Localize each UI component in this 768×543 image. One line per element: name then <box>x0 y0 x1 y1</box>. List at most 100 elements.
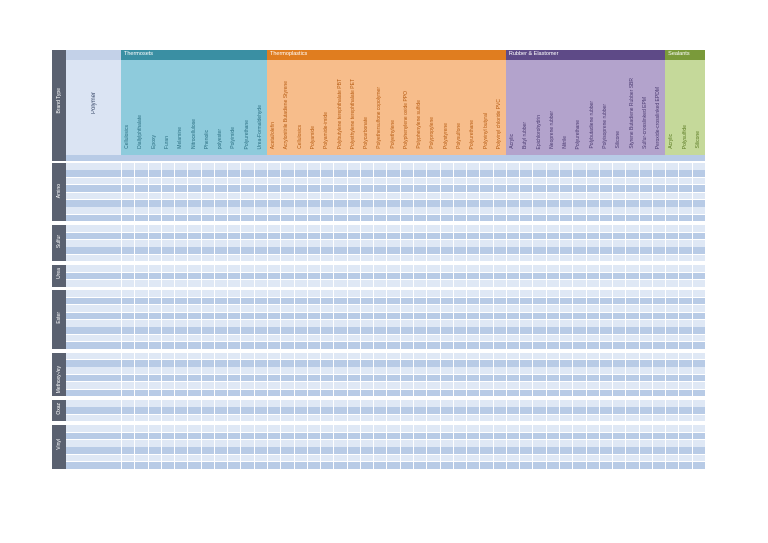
cell-divider <box>572 305 574 312</box>
cell-divider <box>691 305 693 312</box>
cell-divider <box>572 214 574 222</box>
cell-divider <box>479 447 481 454</box>
cell-divider <box>121 240 122 247</box>
cell-divider <box>147 400 149 407</box>
cell-divider <box>625 297 627 305</box>
cell-divider <box>267 200 268 207</box>
cell-divider <box>452 374 454 382</box>
cell-divider <box>598 327 600 334</box>
cell-divider <box>280 240 282 247</box>
cell-divider <box>452 414 454 422</box>
cell-divider <box>492 177 494 185</box>
cell-divider <box>612 290 614 297</box>
cell-divider <box>426 280 428 287</box>
cell-divider <box>479 225 481 232</box>
cell-divider <box>665 312 667 320</box>
group-body-3 <box>665 60 705 155</box>
cell-divider <box>200 334 202 342</box>
cell-divider <box>598 225 600 232</box>
cell-divider <box>466 163 468 170</box>
cell-divider <box>492 334 494 342</box>
cell-divider <box>293 170 295 177</box>
cell-divider <box>678 414 680 422</box>
cell-divider <box>519 163 521 170</box>
cell-divider <box>200 225 202 232</box>
cell-divider <box>479 342 481 349</box>
cell-divider <box>121 462 122 469</box>
cell-divider <box>572 334 574 342</box>
cell-divider <box>174 360 176 367</box>
cell-divider <box>598 320 600 327</box>
cell-divider <box>612 247 614 254</box>
column-label: Polyisoprene rubber <box>601 104 608 149</box>
cell-divider <box>612 305 614 312</box>
cell-divider <box>585 400 587 407</box>
cell-divider <box>240 207 242 214</box>
cell-divider <box>373 200 375 207</box>
cell-divider <box>386 297 388 305</box>
cell-divider <box>439 352 441 360</box>
cell-divider <box>187 334 189 342</box>
cell-divider <box>598 170 600 177</box>
cell-divider <box>373 207 375 214</box>
cell-divider <box>359 389 361 397</box>
cell-divider <box>306 342 308 349</box>
cell-divider <box>240 414 242 422</box>
cell-divider <box>213 214 215 222</box>
cell-divider <box>545 382 547 389</box>
cell-divider <box>466 389 468 397</box>
cell-divider <box>519 425 521 432</box>
cell-divider <box>121 185 122 192</box>
cell-divider <box>373 320 375 327</box>
cell-divider <box>373 382 375 389</box>
cell-divider <box>532 389 534 397</box>
cell-divider <box>373 192 375 200</box>
cell-divider <box>585 265 587 272</box>
cell-divider <box>386 320 388 327</box>
cell-divider <box>598 447 600 454</box>
cell-divider <box>346 232 348 240</box>
cell-divider <box>479 389 481 397</box>
cell-divider <box>346 407 348 414</box>
cell-divider <box>479 177 481 185</box>
cell-divider <box>359 207 361 214</box>
cell-divider <box>559 454 560 462</box>
cell-divider <box>227 342 229 349</box>
cell-divider <box>267 254 268 262</box>
cell-divider <box>200 254 202 262</box>
cell-divider <box>373 214 375 222</box>
cell-divider <box>373 414 375 422</box>
cell-divider <box>572 265 574 272</box>
cell-divider <box>280 305 282 312</box>
cell-divider <box>134 352 136 360</box>
cell-divider <box>545 425 547 432</box>
cell-divider <box>492 200 494 207</box>
cell-divider <box>121 367 122 374</box>
cell-divider <box>545 320 547 327</box>
cell-divider <box>187 327 189 334</box>
cell-divider <box>333 440 335 447</box>
cell-divider <box>505 225 507 232</box>
cell-divider <box>267 192 268 200</box>
cell-divider <box>320 414 322 422</box>
cell-divider <box>638 170 640 177</box>
cell-divider <box>452 382 454 389</box>
cell-divider <box>492 254 494 262</box>
cell-divider <box>466 272 468 280</box>
cell-divider <box>333 327 335 334</box>
cell-divider <box>359 280 361 287</box>
cell-divider <box>346 462 348 469</box>
cell-divider <box>147 177 149 185</box>
cell-divider <box>439 200 441 207</box>
cell-divider <box>492 240 494 247</box>
cell-divider <box>147 214 149 222</box>
column-label: Polypropylene <box>429 117 436 149</box>
cell-divider <box>678 272 680 280</box>
cell-divider <box>585 360 587 367</box>
cell-divider <box>359 327 361 334</box>
cell-divider <box>452 170 454 177</box>
cell-divider <box>134 214 136 222</box>
cell-divider <box>691 440 693 447</box>
cell-divider <box>545 272 547 280</box>
cell-divider <box>452 334 454 342</box>
